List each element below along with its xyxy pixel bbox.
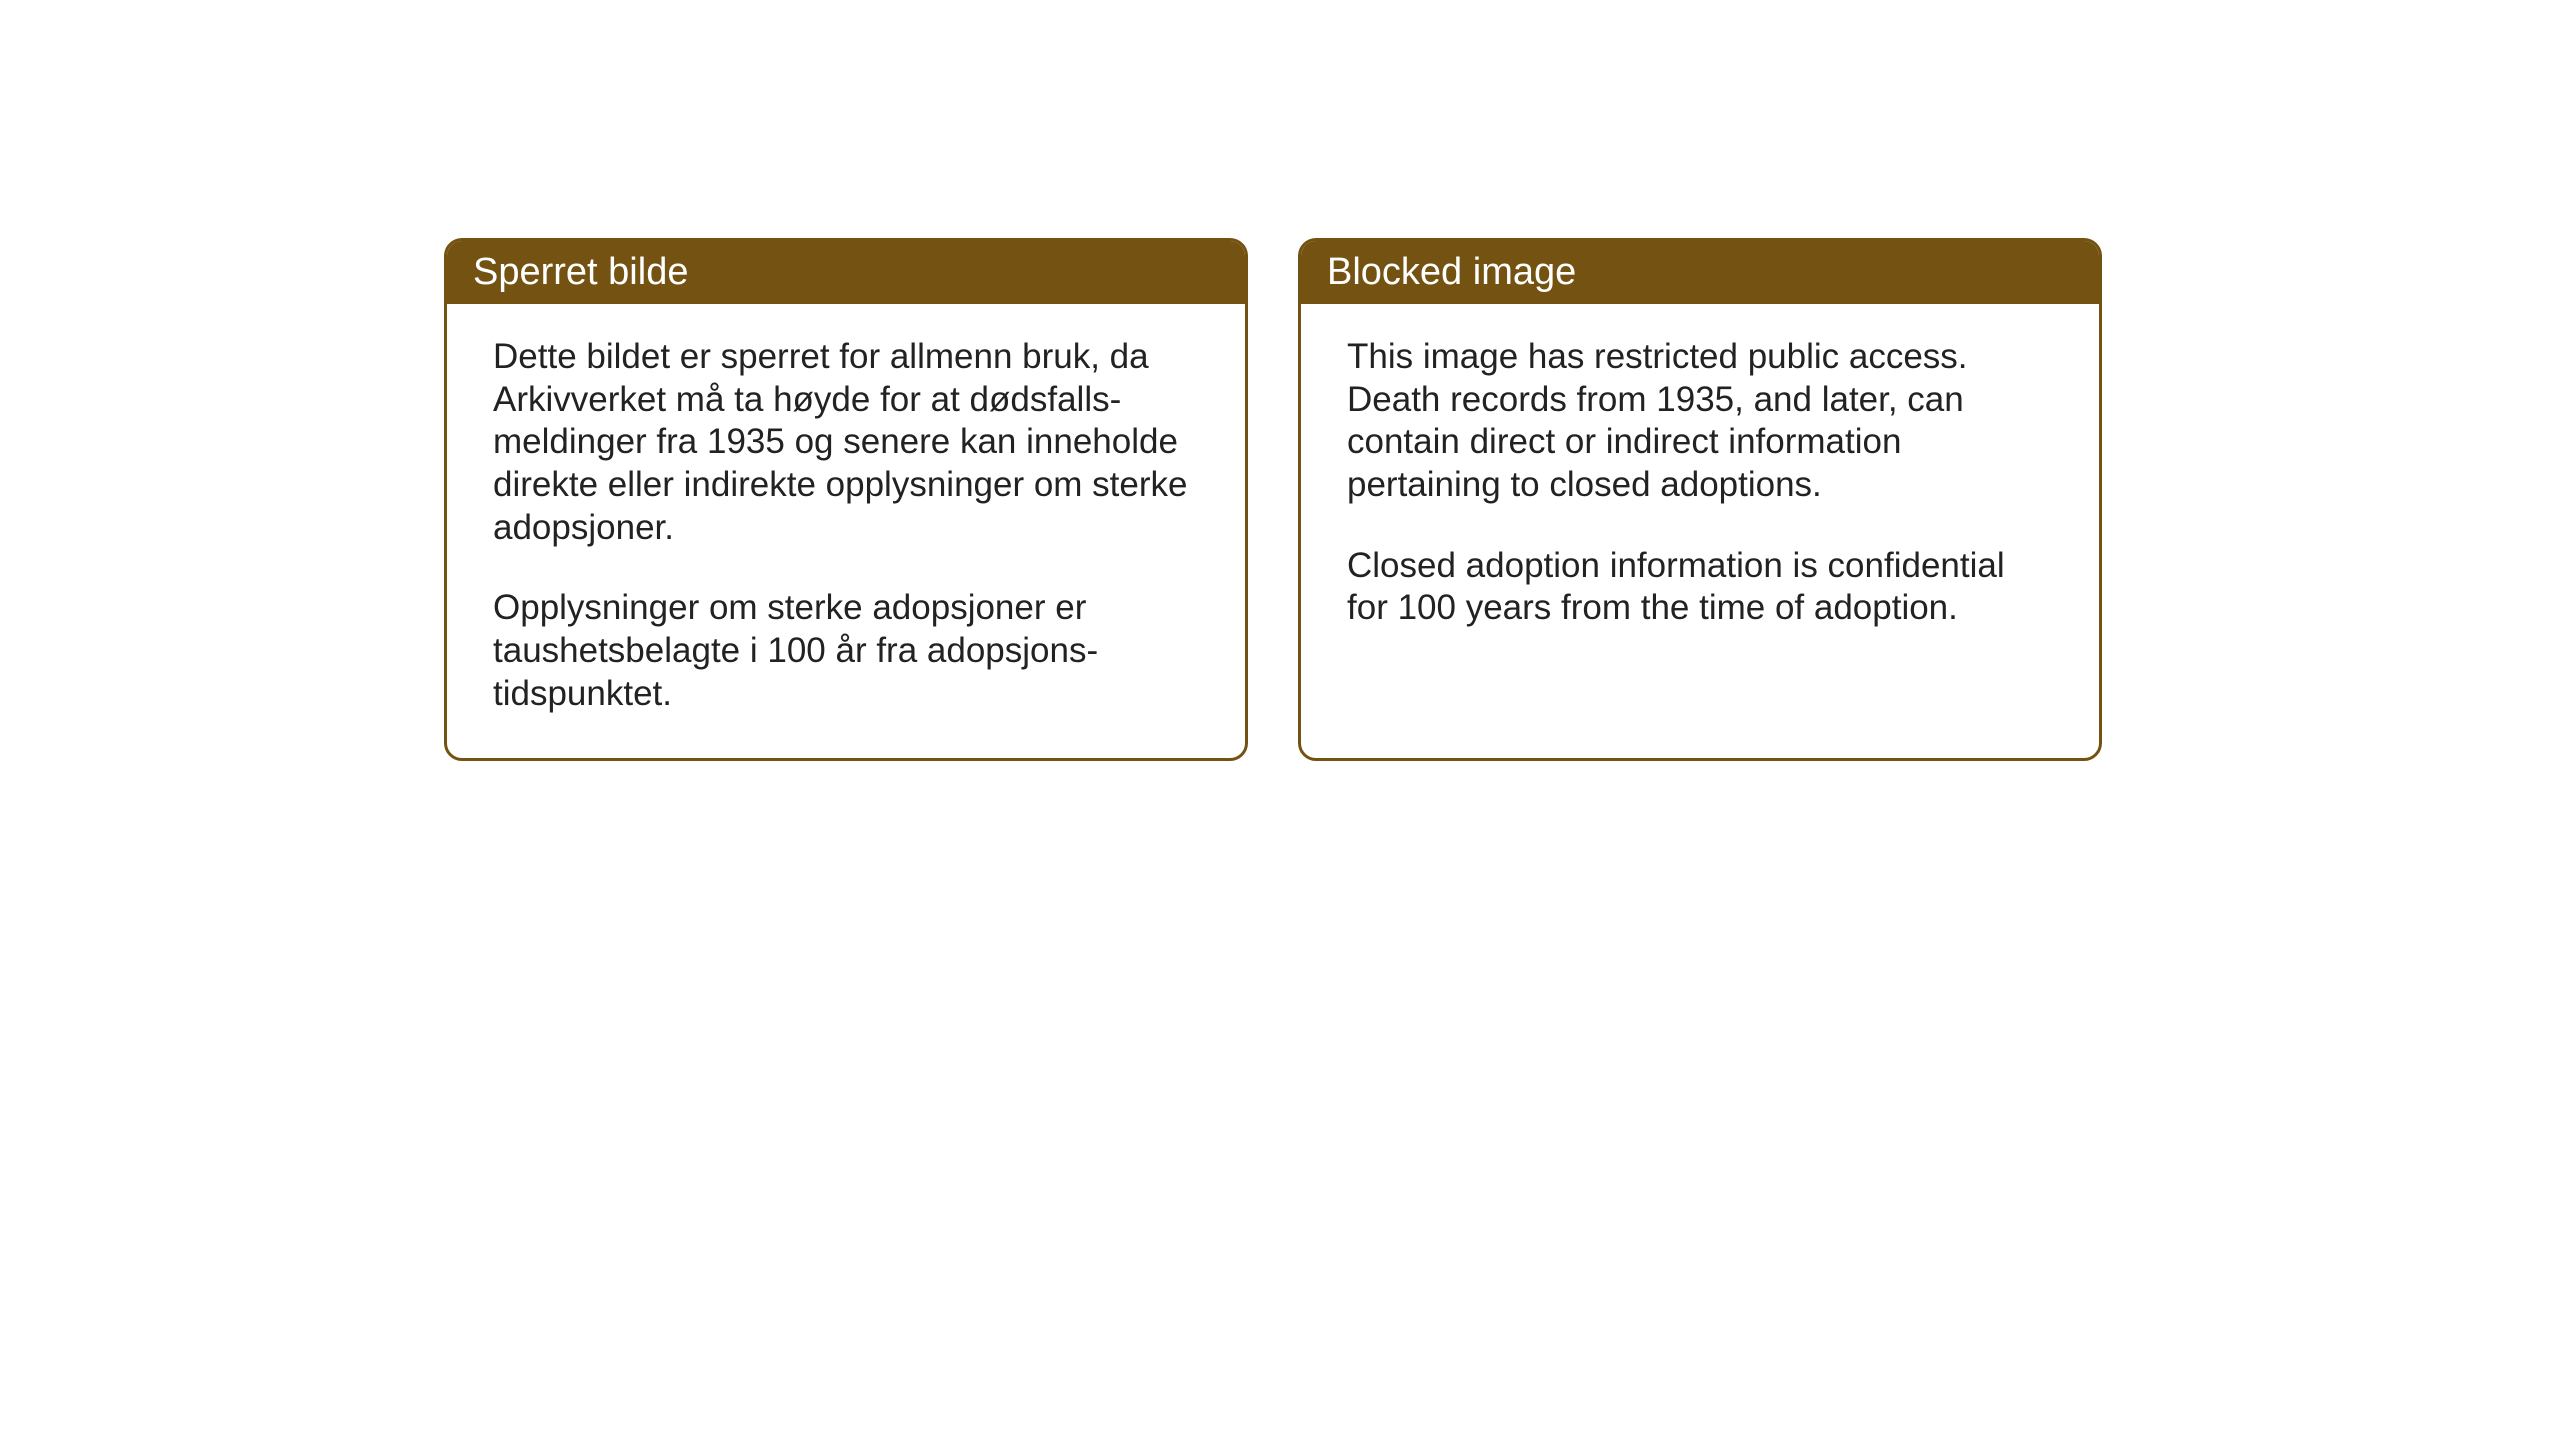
card-paragraph: This image has restricted public access.… (1347, 336, 2053, 507)
card-paragraph: Dette bildet er sperret for allmenn bruk… (493, 336, 1199, 549)
card-paragraph: Opplysninger om sterke adopsjoner er tau… (493, 587, 1199, 715)
card-body-english: This image has restricted public access.… (1301, 304, 2099, 672)
card-header-english: Blocked image (1301, 241, 2099, 304)
notice-card-norwegian: Sperret bilde Dette bildet er sperret fo… (444, 238, 1248, 761)
card-body-norwegian: Dette bildet er sperret for allmenn bruk… (447, 304, 1245, 758)
card-paragraph: Closed adoption information is confident… (1347, 545, 2053, 630)
notice-card-english: Blocked image This image has restricted … (1298, 238, 2102, 761)
card-header-norwegian: Sperret bilde (447, 241, 1245, 304)
card-title-english: Blocked image (1327, 251, 1576, 293)
card-title-norwegian: Sperret bilde (473, 251, 688, 293)
notice-cards-container: Sperret bilde Dette bildet er sperret fo… (444, 238, 2102, 761)
